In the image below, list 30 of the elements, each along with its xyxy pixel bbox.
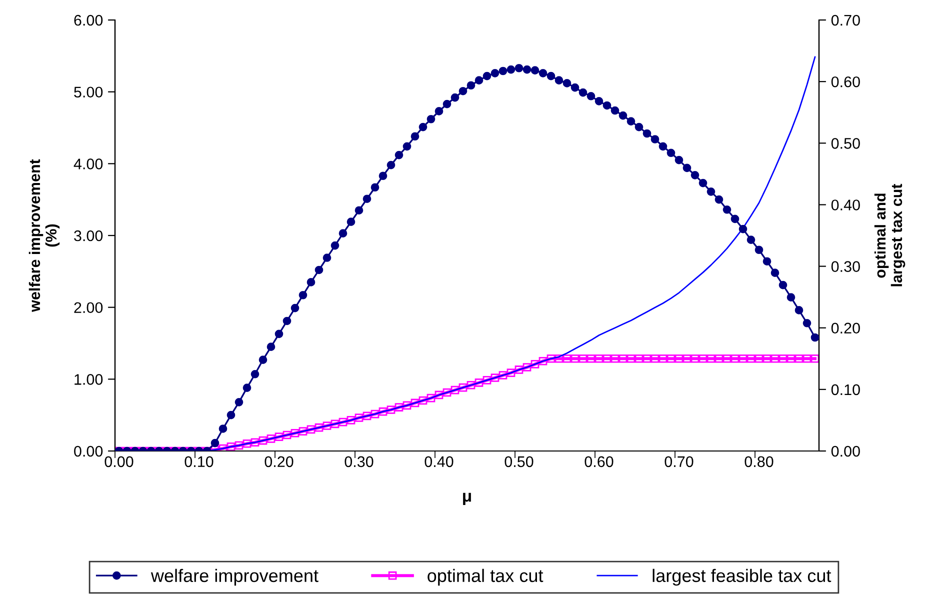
- y-tick-label: 0.00: [74, 446, 103, 457]
- x-tick-label: 0.70: [664, 456, 694, 468]
- x-tick-label: 0.40: [424, 456, 454, 468]
- x-tick-label: 0.00: [104, 456, 134, 468]
- x-tick-label: 0.80: [744, 456, 774, 468]
- y2-tick-label: 0.00: [831, 446, 860, 457]
- x-axis-title: μ: [463, 492, 471, 506]
- y-axis-title: welfare improvement (%): [28, 159, 60, 312]
- legend-label: optimal tax cut: [428, 568, 544, 586]
- y-tick-label: 3.00: [74, 230, 103, 242]
- y2-tick-label: 0.20: [831, 322, 860, 334]
- x-tick-label: 0.60: [584, 456, 614, 468]
- y-tick-label: 4.00: [74, 158, 103, 170]
- x-tick-label: 0.50: [504, 456, 534, 468]
- legend-label: welfare improvement: [150, 568, 318, 586]
- y-tick-label: 6.00: [74, 14, 103, 26]
- y2-axis-title: optimal and largest tax cut: [874, 184, 906, 286]
- y2-tick-label: 0.60: [831, 76, 860, 88]
- legend-label: largest feasible tax cut: [652, 568, 832, 586]
- x-tick-label: 0.20: [264, 456, 294, 468]
- y2-tick-label: 0.70: [831, 14, 860, 26]
- x-tick-label: 0.30: [344, 456, 374, 468]
- y-tick-label: 2.00: [74, 302, 103, 314]
- y2-tick-label: 0.40: [831, 200, 860, 210]
- x-tick-label: 0.10: [184, 456, 214, 468]
- y-tick-label: 1.00: [74, 374, 103, 385]
- y2-tick-label: 0.10: [831, 384, 860, 396]
- y2-tick-label: 0.30: [831, 261, 860, 272]
- y-tick-label: 5.00: [74, 86, 103, 98]
- y2-tick-label: 0.50: [831, 138, 860, 149]
